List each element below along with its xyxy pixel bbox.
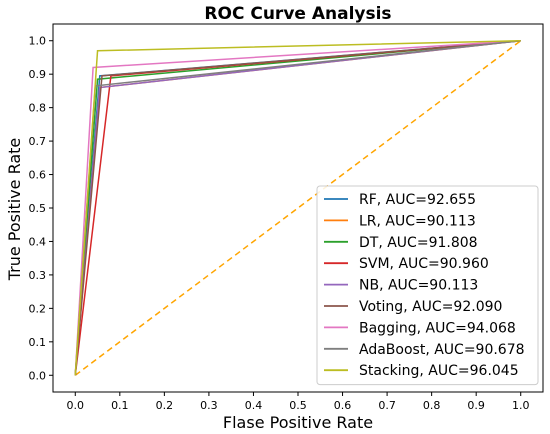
legend-entry-9: Stacking, AUC=96.045 bbox=[359, 363, 519, 379]
y-tick-label: 0.0 bbox=[29, 369, 47, 382]
legend-entry-8: AdaBoost, AUC=90.678 bbox=[359, 342, 525, 358]
x-axis-label: Flase Positive Rate bbox=[223, 413, 373, 432]
y-tick-label: 0.8 bbox=[29, 102, 47, 115]
x-tick-label: 0.5 bbox=[289, 399, 307, 412]
chart-title: ROC Curve Analysis bbox=[204, 4, 391, 24]
x-tick-label: 0.2 bbox=[156, 399, 174, 412]
diagonal-reference-line bbox=[74, 40, 522, 376]
legend-entry-4: SVM, AUC=90.960 bbox=[359, 256, 489, 272]
series-line-7 bbox=[74, 39, 521, 376]
y-tick-label: 1.0 bbox=[29, 35, 47, 48]
legend-entry-5: NB, AUC=90.113 bbox=[359, 278, 478, 294]
y-tick-label: 0.2 bbox=[29, 302, 47, 315]
x-tick-label: 0.6 bbox=[334, 399, 352, 412]
legend-box bbox=[316, 185, 539, 386]
x-tick-label: 0.0 bbox=[67, 399, 85, 412]
legend-entry-7: Bagging, AUC=94.068 bbox=[359, 320, 516, 336]
y-tick-label: 0.7 bbox=[29, 135, 47, 148]
y-tick-label: 0.9 bbox=[29, 68, 47, 81]
x-tick-label: 0.4 bbox=[245, 399, 263, 412]
y-tick-label: 0.1 bbox=[29, 336, 47, 349]
y-tick-label: 0.3 bbox=[29, 269, 47, 282]
x-tick-label: 0.7 bbox=[378, 399, 396, 412]
legend-entry-3: DT, AUC=91.808 bbox=[359, 235, 478, 251]
legend-entry-6: Voting, AUC=92.090 bbox=[359, 299, 502, 315]
y-tick-label: 0.4 bbox=[29, 235, 47, 248]
x-tick-label: 0.9 bbox=[467, 399, 485, 412]
x-tick-label: 0.8 bbox=[423, 399, 441, 412]
legend-entry-1: RF, AUC=92.655 bbox=[359, 192, 476, 208]
x-tick-label: 0.3 bbox=[200, 399, 218, 412]
x-tick-label: 1.0 bbox=[512, 399, 530, 412]
series-line-6 bbox=[74, 39, 521, 376]
legend: RF, AUC=92.655 LR, AUC=90.113 DT, AUC=91.8… bbox=[316, 185, 539, 386]
y-tick-label: 0.6 bbox=[29, 169, 47, 182]
y-axis-label: True Positive Rate bbox=[5, 138, 24, 282]
legend-entry-2: LR, AUC=90.113 bbox=[359, 213, 476, 229]
series-line-9 bbox=[74, 39, 521, 376]
x-tick-label: 0.1 bbox=[111, 399, 129, 412]
y-tick-label: 0.5 bbox=[29, 202, 47, 215]
